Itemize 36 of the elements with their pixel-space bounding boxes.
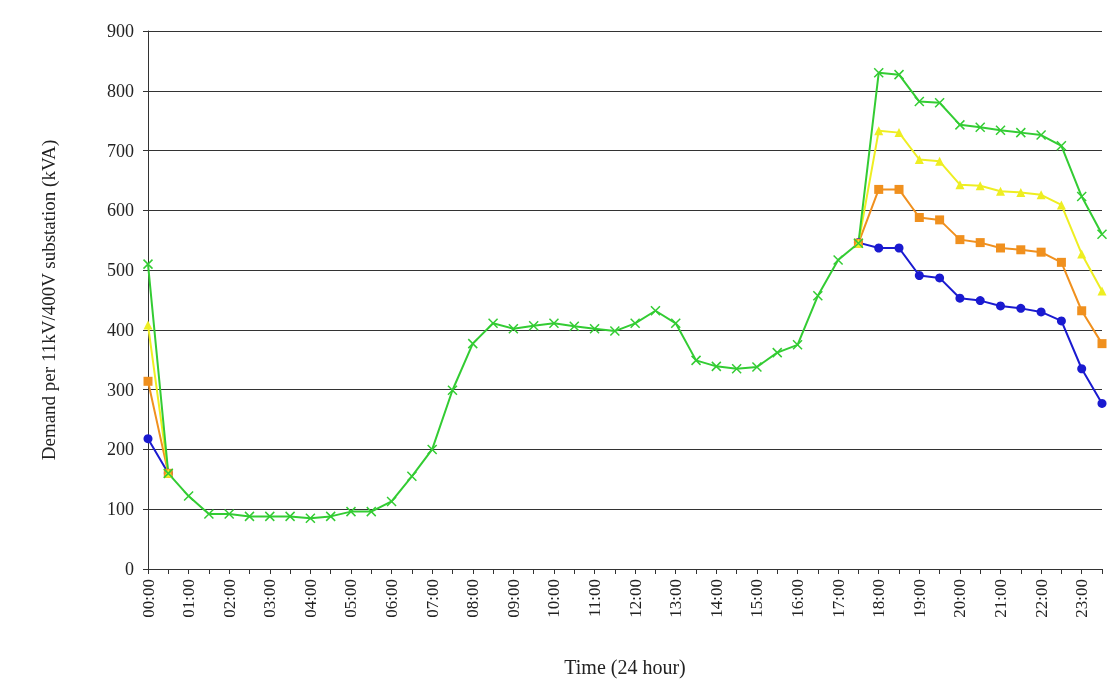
- x-tick-label: 06:00: [382, 579, 402, 618]
- y-tick-label: 300: [107, 379, 134, 400]
- x-tick-label: 14:00: [706, 579, 726, 618]
- x-tick-label: 07:00: [422, 579, 442, 618]
- y-tick-label: 100: [107, 499, 134, 520]
- x-tick-label: 10:00: [544, 579, 564, 618]
- y-tick-label: 700: [107, 140, 134, 161]
- y-tick-label: 800: [107, 80, 134, 101]
- x-tick-label: 09:00: [503, 579, 523, 618]
- y-tick-label: 200: [107, 439, 134, 460]
- x-tick-label: 13:00: [666, 579, 686, 618]
- x-tick-label: 22:00: [1031, 579, 1051, 618]
- x-tick-label: 04:00: [300, 579, 320, 618]
- y-tick-label: 600: [107, 200, 134, 221]
- y-tick-label: 500: [107, 260, 134, 281]
- x-tick-label: 05:00: [341, 579, 361, 618]
- x-tick-label: 20:00: [950, 579, 970, 618]
- x-axis-title: Time (24 hour): [564, 656, 686, 679]
- y-tick-label: 0: [125, 559, 134, 579]
- y-tick-label: 400: [107, 319, 134, 340]
- x-tick-label: 11:00: [585, 579, 605, 618]
- x-tick-label: 23:00: [1072, 579, 1092, 618]
- y-axis-title: Demand per 11kV/400V substation (kVA): [38, 139, 60, 461]
- x-tick-label: 00:00: [138, 579, 158, 618]
- y-tick-label: 900: [107, 21, 134, 41]
- x-tick-label: 01:00: [179, 579, 199, 618]
- x-tick-label: 19:00: [909, 579, 929, 618]
- x-tick-label: 16:00: [788, 579, 808, 618]
- x-tick-label: 08:00: [463, 579, 483, 618]
- x-tick-label: 12:00: [625, 579, 645, 618]
- x-tick-label: 18:00: [869, 579, 889, 618]
- x-tick-label: 15:00: [747, 579, 767, 618]
- x-tick-label: 02:00: [219, 579, 239, 618]
- x-tick-label: 17:00: [828, 579, 848, 618]
- x-tick-label: 03:00: [260, 579, 280, 618]
- x-tick-label: 21:00: [991, 579, 1011, 618]
